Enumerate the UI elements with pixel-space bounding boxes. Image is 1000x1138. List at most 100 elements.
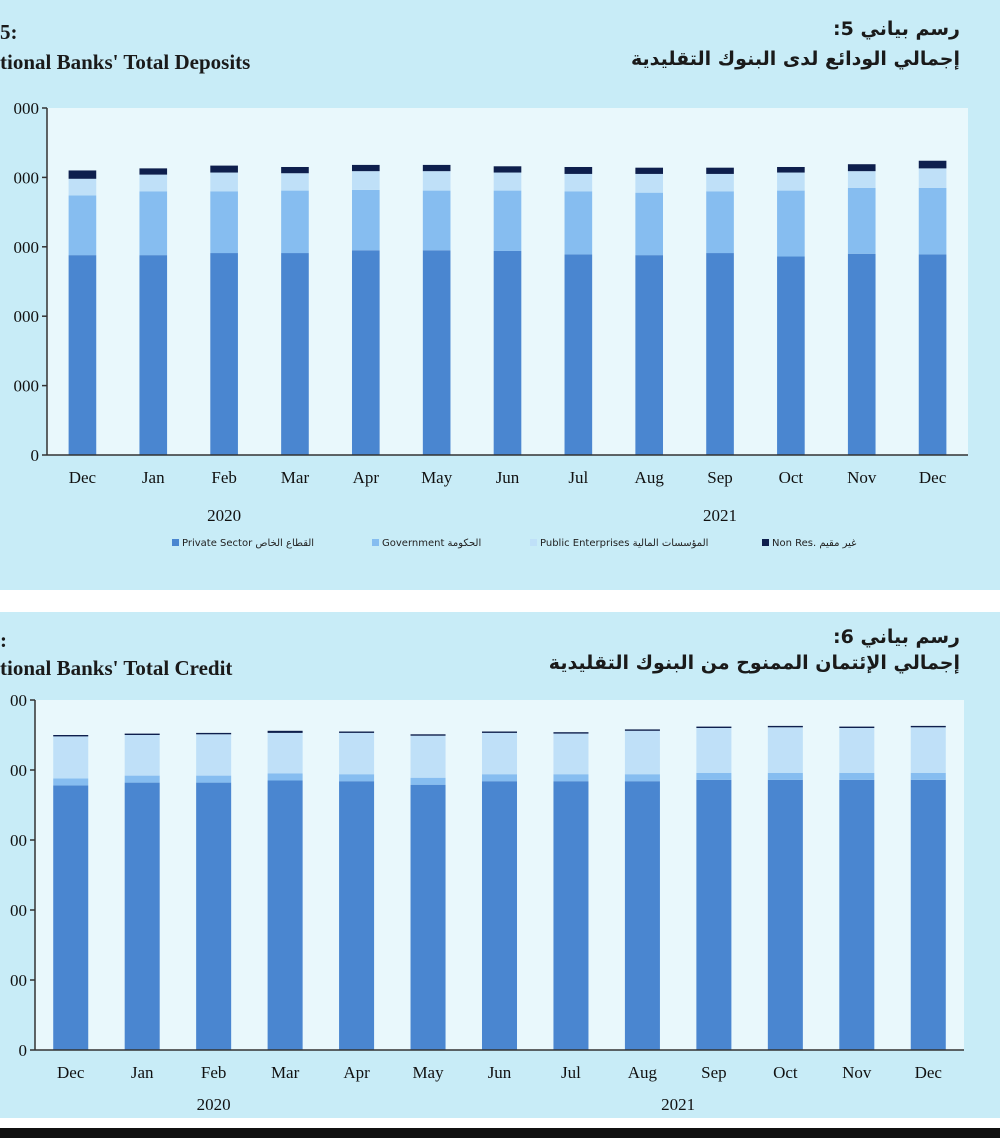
bar-segment: [493, 250, 522, 455]
chart1-number-en: 5:: [0, 20, 18, 44]
legend-swatch: [762, 539, 769, 546]
bar-segment: [351, 164, 380, 172]
bar-segment: [351, 189, 380, 251]
bar-segment: [68, 195, 97, 256]
bar-segment: [53, 785, 89, 1050]
bar-segment: [196, 734, 232, 776]
bar-segment: [624, 774, 660, 782]
credit-chart-panel: : tional Banks' Total Credit رسم بياني 6…: [0, 612, 1000, 1118]
bar-segment: [139, 168, 168, 175]
bar-segment: [281, 190, 309, 254]
bar-segment: [339, 774, 375, 782]
x-tick-label: Dec: [919, 468, 947, 487]
x-tick-label: Apr: [343, 1063, 370, 1082]
legend-label: Non Res. غير مقيم: [772, 538, 856, 549]
x-tick-label: Jun: [488, 1063, 512, 1082]
x-tick-label: May: [412, 1063, 444, 1082]
y-tick-label: 0: [19, 1041, 28, 1060]
x-tick-label: May: [421, 468, 453, 487]
bar-segment: [422, 164, 451, 172]
y-tick-label: 00: [10, 831, 27, 850]
x-tick-label: Dec: [915, 1063, 943, 1082]
chart2-number-en: :: [0, 628, 7, 652]
year-label: 2021: [703, 506, 737, 525]
x-tick-label: Feb: [201, 1063, 227, 1082]
bar-segment: [281, 173, 309, 191]
x-tick-label: Feb: [211, 468, 237, 487]
bar-segment: [210, 253, 238, 455]
bar-segment: [53, 735, 89, 737]
y-tick-label: 00: [10, 971, 27, 990]
bar-segment: [139, 191, 168, 256]
chart1-title-en: tional Banks' Total Deposits: [0, 50, 251, 74]
bar-segment: [635, 192, 664, 256]
bar-segment: [210, 165, 238, 173]
x-tick-label: Jan: [131, 1063, 154, 1082]
bar-segment: [767, 725, 803, 728]
bar-segment: [553, 733, 589, 775]
bar-segment: [267, 780, 303, 1050]
bar-segment: [68, 255, 97, 455]
bar-segment: [124, 782, 160, 1050]
bar-segment: [839, 728, 875, 773]
bar-segment: [767, 772, 803, 780]
bar-segment: [696, 772, 732, 780]
bar-segment: [124, 775, 160, 783]
bar-segment: [481, 732, 518, 775]
bar-segment: [196, 782, 232, 1050]
bar-segment: [624, 730, 660, 775]
bar-segment: [410, 784, 446, 1050]
bar-segment: [553, 781, 589, 1050]
y-tick-label: 00: [10, 691, 27, 710]
bar-segment: [68, 178, 97, 196]
bar-segment: [777, 166, 805, 173]
bar-segment: [196, 775, 232, 783]
bar-segment: [553, 774, 589, 782]
bar-segment: [847, 187, 876, 254]
bar-segment: [410, 777, 446, 785]
chart2-title-ar: إجمالي الإئتمان الممنوح من البنوك التقلي…: [548, 652, 960, 674]
y-tick-label: 00: [10, 761, 27, 780]
x-tick-label: Jun: [496, 468, 520, 487]
bar-segment: [410, 734, 446, 736]
y-tick-label: 000: [14, 168, 40, 187]
x-tick-label: Jul: [561, 1063, 581, 1082]
bar-segment: [910, 725, 946, 728]
bar-segment: [624, 781, 660, 1050]
bar-segment: [339, 731, 375, 733]
x-tick-label: Oct: [773, 1063, 798, 1082]
x-tick-label: Aug: [628, 1063, 658, 1082]
bar-segment: [124, 735, 160, 776]
y-tick-label: 000: [14, 377, 40, 396]
chart2-title-en: tional Banks' Total Credit: [0, 656, 233, 680]
bar-segment: [553, 732, 589, 734]
bar-segment: [706, 167, 734, 174]
bar-segment: [339, 732, 375, 775]
bar-segment: [481, 781, 518, 1050]
bar-segment: [339, 781, 375, 1050]
x-tick-label: Jan: [142, 468, 165, 487]
x-tick-label: Oct: [779, 468, 804, 487]
bar-segment: [267, 732, 303, 774]
y-tick-label: 000: [14, 99, 40, 118]
x-tick-label: Aug: [635, 468, 665, 487]
bar-segment: [493, 190, 522, 251]
bar-segment: [493, 172, 522, 191]
x-tick-label: Nov: [847, 468, 877, 487]
bar-segment: [564, 166, 593, 174]
bar-segment: [839, 772, 875, 780]
bar-segment: [918, 254, 947, 455]
bar-segment: [696, 726, 732, 728]
bar-segment: [910, 779, 946, 1050]
bar-segment: [777, 172, 805, 191]
deposits-chart-panel: 5: tional Banks' Total Deposits رسم بيان…: [0, 0, 1000, 590]
bar-segment: [839, 726, 875, 728]
x-tick-label: Dec: [69, 468, 97, 487]
year-label: 2020: [207, 506, 241, 525]
y-tick-label: 0: [31, 446, 40, 465]
bar-segment: [706, 253, 734, 455]
bar-segment: [777, 190, 805, 257]
bar-segment: [53, 736, 89, 779]
